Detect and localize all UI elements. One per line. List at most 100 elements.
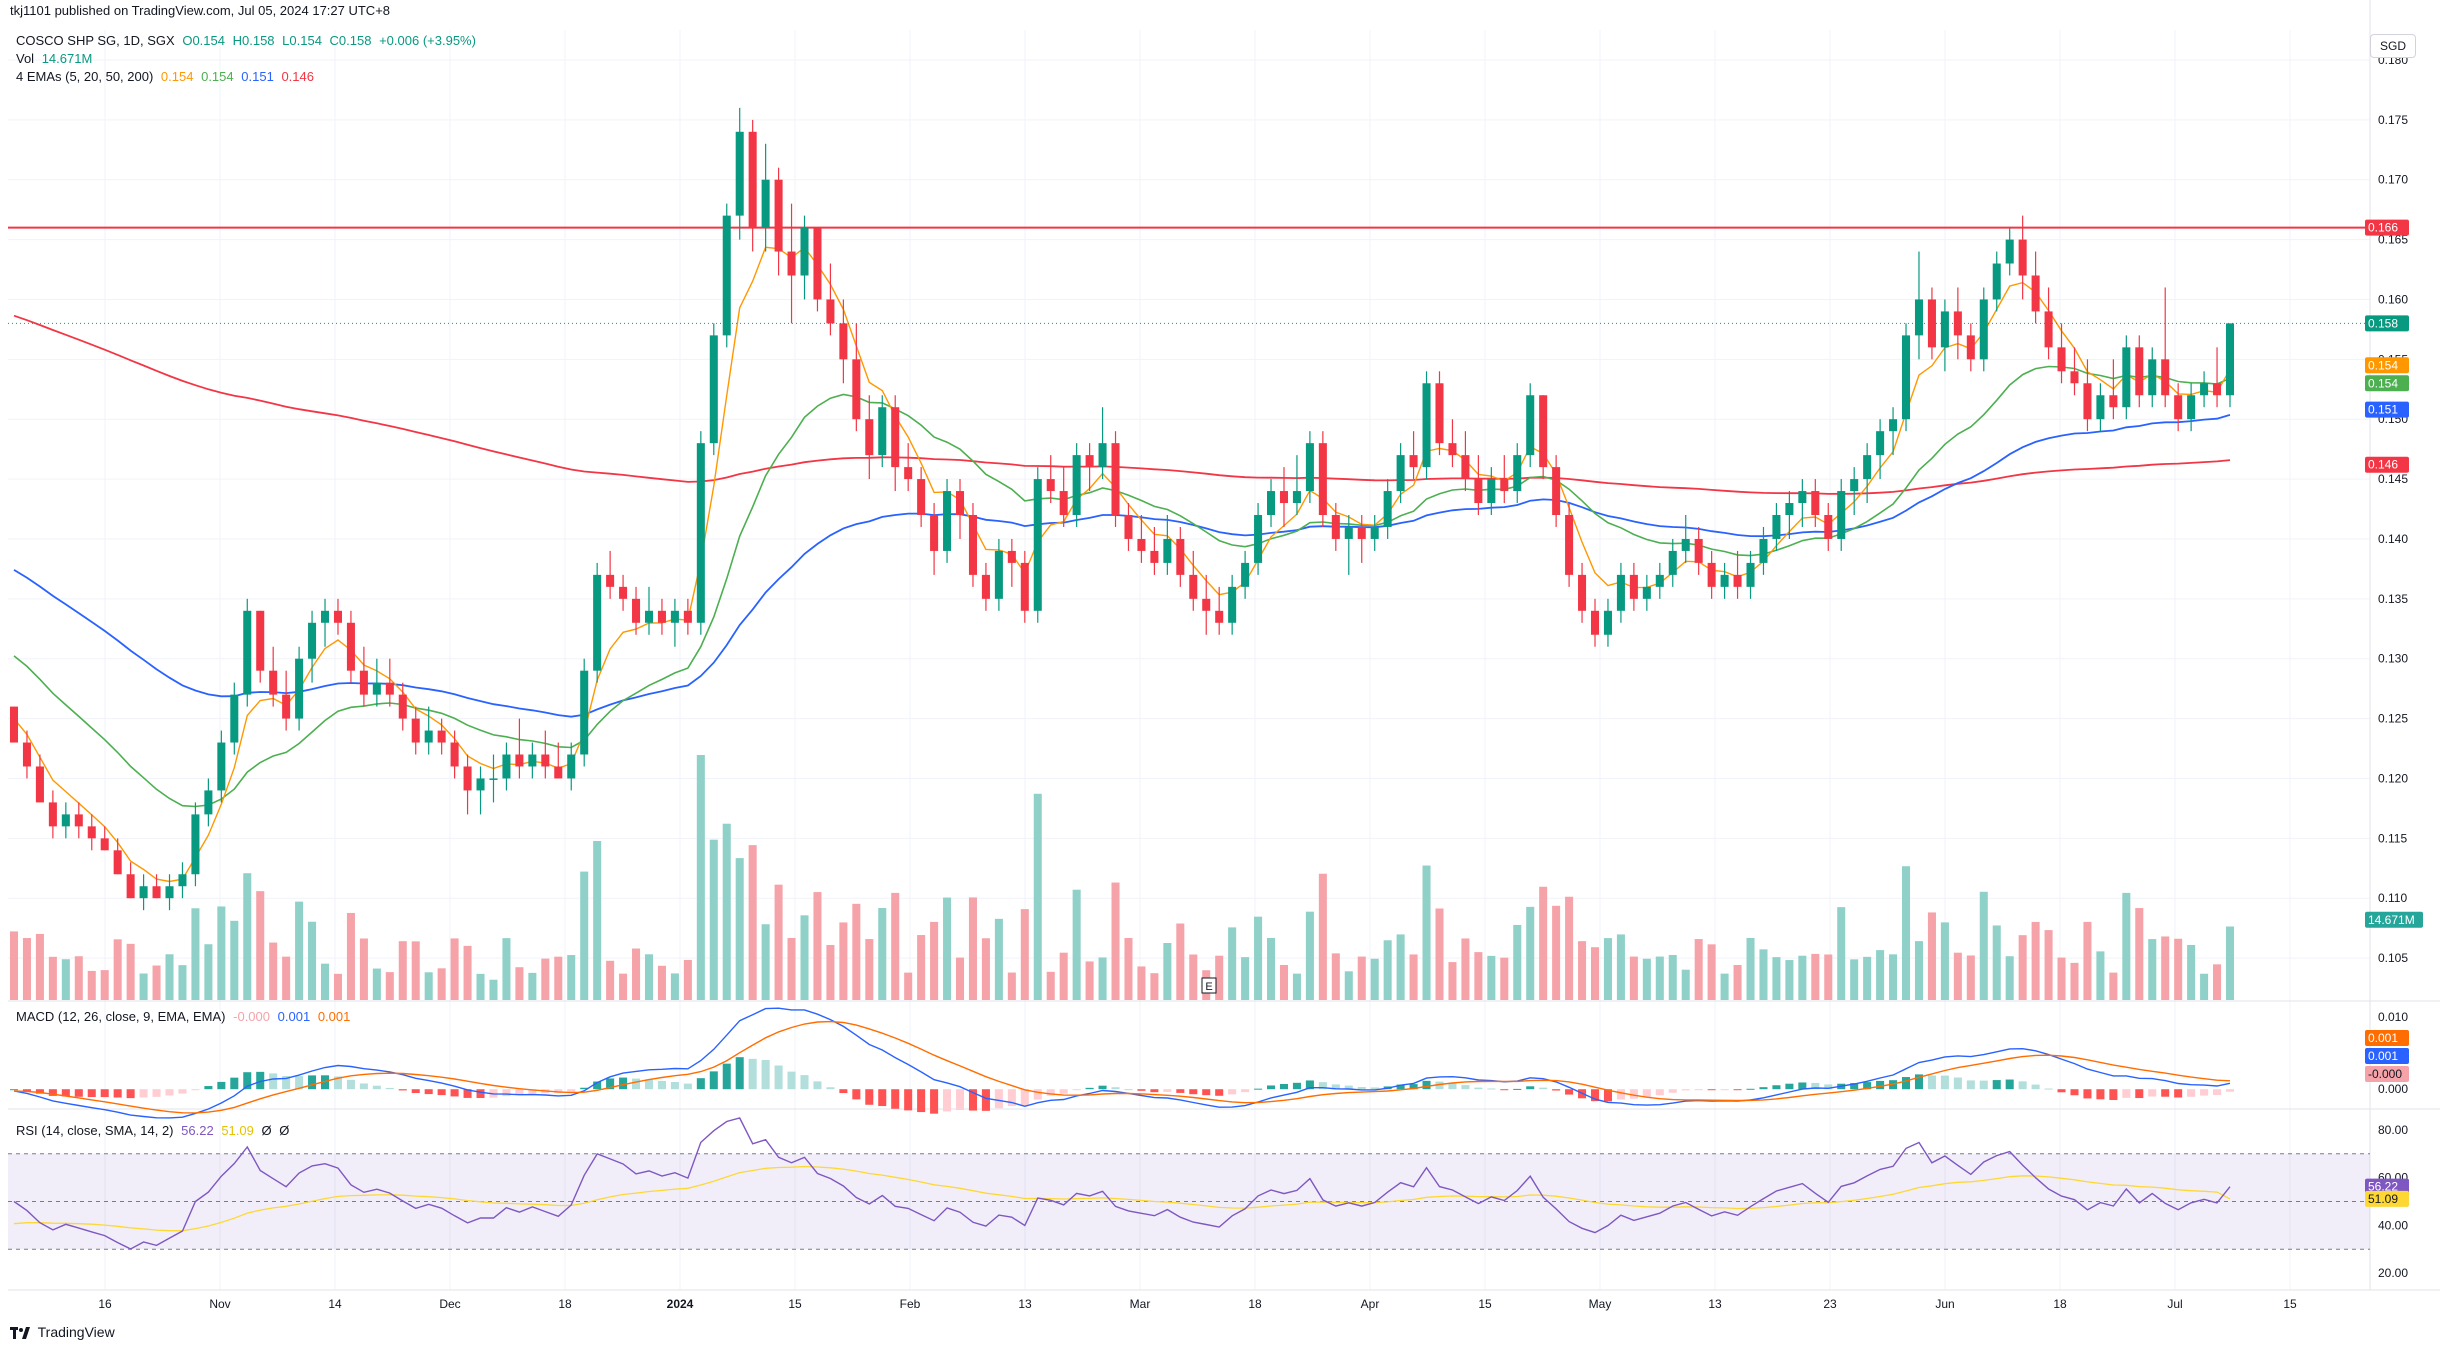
candle-body xyxy=(35,766,44,803)
candle-body xyxy=(1889,419,1898,432)
volume-bar xyxy=(1228,927,1237,1000)
time-tick-label: Dec xyxy=(439,1297,460,1311)
footer-brand: TradingView xyxy=(10,1324,115,1340)
volume-bar xyxy=(761,924,770,1000)
macd-histogram-bar xyxy=(191,1089,200,1091)
candle-body xyxy=(74,814,83,827)
macd-histogram-bar xyxy=(1202,1089,1211,1096)
macd-histogram-bar xyxy=(1279,1084,1289,1090)
price-tick-label: 0.145 xyxy=(2378,472,2408,486)
macd-histogram-bar xyxy=(904,1089,913,1111)
volume-bar xyxy=(1357,956,1366,1000)
volume-bar xyxy=(1642,958,1651,1000)
volume-bar xyxy=(1513,924,1522,1000)
candle-body xyxy=(1228,586,1237,623)
macd-histogram-bar xyxy=(359,1083,368,1090)
macd-histogram-bar xyxy=(1150,1089,1159,1093)
macd-histogram-bar xyxy=(165,1089,174,1096)
macd-histogram-bar xyxy=(1241,1089,1250,1093)
volume-bar xyxy=(1539,886,1548,1000)
candle-body xyxy=(437,730,446,743)
candle-body xyxy=(1616,574,1625,611)
macd-histogram-bar xyxy=(1811,1082,1820,1090)
macd-value: 0.001 xyxy=(277,1009,311,1024)
macd-histogram-bar xyxy=(709,1071,718,1090)
macd-histogram-bar xyxy=(1370,1087,1379,1090)
symbol-legend: COSCO SHP SG, 1D, SGX O0.154 H0.158 L0.1… xyxy=(16,32,480,50)
volume-bar xyxy=(2213,964,2222,1000)
volume-bar xyxy=(1370,958,1379,1000)
currency-button[interactable]: SGD xyxy=(2370,34,2416,58)
candle-body xyxy=(1357,526,1366,539)
candle-body xyxy=(1539,395,1548,468)
volume-bar xyxy=(813,892,822,1000)
macd-histogram-bar xyxy=(1305,1080,1314,1090)
time-tick-label: Jul xyxy=(2167,1297,2182,1311)
macd-histogram-bar xyxy=(657,1080,666,1090)
macd-histogram-bar xyxy=(1694,1089,1703,1091)
candle-body xyxy=(295,658,304,719)
price-axis-badge-label: 0.158 xyxy=(2368,316,2398,330)
macd-histogram-bar xyxy=(930,1089,939,1114)
price-axis-badge xyxy=(2365,219,2409,236)
volume-bar xyxy=(2070,962,2079,1000)
candle-body xyxy=(1578,574,1587,611)
volume-bar xyxy=(1876,950,1885,1000)
volume-bar xyxy=(372,968,381,1000)
macd-histogram-bar xyxy=(1979,1080,1988,1090)
volume-bar xyxy=(1241,957,1250,1000)
macd-signal-line xyxy=(13,1020,2231,1114)
price-axis-badge xyxy=(2365,375,2409,392)
macd-histogram-bar xyxy=(450,1089,459,1097)
volume-bar xyxy=(1254,916,1263,1000)
candle-body xyxy=(204,790,213,815)
volume-bar xyxy=(1940,922,1949,1000)
macd-histogram-bar xyxy=(774,1065,783,1090)
macd-histogram-bar xyxy=(476,1089,485,1099)
macd-histogram-bar xyxy=(852,1089,861,1100)
macd-histogram-bar xyxy=(528,1089,537,1094)
macd-histogram-bar xyxy=(839,1089,848,1094)
candle-body xyxy=(1474,479,1483,504)
volume-bar xyxy=(852,903,861,1000)
candle-body xyxy=(476,778,485,791)
volume-bar xyxy=(865,939,874,1000)
time-tick-label: 13 xyxy=(1708,1297,1722,1311)
volume-bar xyxy=(1215,955,1224,1000)
candle-body xyxy=(1590,610,1600,635)
open-value: O0.154 xyxy=(182,33,225,48)
volume-bar xyxy=(1279,965,1289,1000)
candle-body xyxy=(61,814,70,827)
volume-bar xyxy=(1046,971,1055,1000)
macd-histogram-bar xyxy=(580,1087,589,1090)
macd-histogram-bar xyxy=(2031,1084,2040,1090)
candle-body xyxy=(1811,491,1820,515)
candle-body xyxy=(2161,359,2170,396)
macd-histogram-bar xyxy=(2148,1089,2157,1097)
rsi-ma-line xyxy=(13,1165,2231,1232)
candle-body xyxy=(1629,574,1638,599)
candle-body xyxy=(1163,538,1172,563)
macd-histogram-bar xyxy=(2018,1081,2027,1090)
volume-bar xyxy=(346,912,355,1000)
volume-bar xyxy=(1850,959,1859,1000)
ema5-value: 0.154 xyxy=(160,69,194,84)
macd-histogram-bar xyxy=(1992,1080,2001,1090)
volume-bar xyxy=(774,884,783,1000)
macd-histogram-bar xyxy=(321,1075,330,1090)
volume-bar xyxy=(696,755,705,1000)
candle-body xyxy=(359,670,368,695)
volume-bar xyxy=(1655,956,1664,1000)
earnings-marker: E xyxy=(1201,977,1217,994)
candle-body xyxy=(891,407,900,468)
candle-body xyxy=(1746,562,1755,587)
macd-histogram-bar xyxy=(696,1078,705,1090)
macd-histogram-bar xyxy=(1798,1082,1807,1090)
macd-histogram-bar xyxy=(1681,1089,1690,1091)
volume-bar xyxy=(1526,906,1535,1000)
volume-bar xyxy=(191,908,200,1000)
candle-body xyxy=(9,706,19,743)
candle-body xyxy=(593,574,602,671)
candle-body xyxy=(541,754,550,767)
